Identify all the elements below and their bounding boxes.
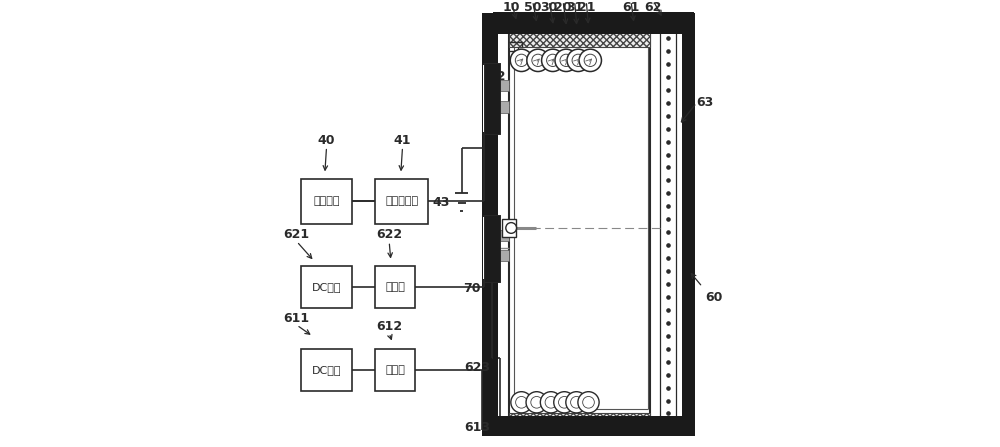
Text: 42: 42 xyxy=(489,70,506,83)
Text: 40: 40 xyxy=(318,134,335,147)
Text: 21: 21 xyxy=(578,1,595,14)
Bar xyxy=(483,65,496,132)
Text: 10: 10 xyxy=(502,1,520,14)
Bar xyxy=(301,266,352,308)
Text: 31: 31 xyxy=(566,1,583,14)
Circle shape xyxy=(526,392,547,413)
Bar xyxy=(484,215,500,282)
Bar xyxy=(493,12,694,34)
Circle shape xyxy=(555,49,577,72)
Circle shape xyxy=(554,392,575,413)
Text: 62: 62 xyxy=(645,1,662,14)
Bar xyxy=(500,250,509,261)
Bar xyxy=(509,413,650,419)
Text: 611: 611 xyxy=(284,312,310,325)
Text: 30: 30 xyxy=(540,1,558,14)
Text: 61: 61 xyxy=(622,1,640,14)
Bar xyxy=(500,230,509,241)
Text: 70: 70 xyxy=(464,282,481,295)
Text: 41: 41 xyxy=(394,134,411,147)
Text: DC电源: DC电源 xyxy=(312,365,342,375)
Bar xyxy=(493,416,694,436)
Bar xyxy=(375,349,415,391)
Bar xyxy=(493,13,498,436)
Circle shape xyxy=(540,392,562,413)
Text: 63: 63 xyxy=(697,96,714,110)
Text: 20: 20 xyxy=(554,1,572,14)
Text: 滤波器: 滤波器 xyxy=(385,282,405,292)
Circle shape xyxy=(527,49,549,72)
Circle shape xyxy=(506,223,517,233)
Bar xyxy=(483,217,496,279)
Bar xyxy=(509,31,650,47)
Text: 滤波器: 滤波器 xyxy=(385,365,405,375)
Circle shape xyxy=(511,392,532,413)
Bar xyxy=(301,349,352,391)
Text: 621: 621 xyxy=(284,228,310,241)
Text: 612: 612 xyxy=(376,320,402,333)
Text: 60: 60 xyxy=(706,291,723,304)
Bar xyxy=(482,13,496,436)
Bar xyxy=(484,215,500,282)
Text: 613: 613 xyxy=(464,421,490,434)
Circle shape xyxy=(566,392,587,413)
Circle shape xyxy=(567,49,589,72)
Bar xyxy=(484,63,500,134)
Circle shape xyxy=(542,49,564,72)
Text: 623: 623 xyxy=(464,361,490,374)
Circle shape xyxy=(578,392,599,413)
Text: 射频电源: 射频电源 xyxy=(314,196,340,206)
Bar xyxy=(682,13,695,436)
Circle shape xyxy=(510,49,533,72)
Text: DC电源: DC电源 xyxy=(312,282,342,292)
Bar xyxy=(500,80,509,91)
Circle shape xyxy=(579,49,601,72)
Text: 射频匹配器: 射频匹配器 xyxy=(385,196,418,206)
Bar xyxy=(484,63,500,134)
Bar xyxy=(301,179,352,224)
Text: 50: 50 xyxy=(524,1,541,14)
Bar xyxy=(375,179,428,224)
Text: 622: 622 xyxy=(376,228,402,241)
Bar xyxy=(375,266,415,308)
Bar xyxy=(500,101,509,113)
Bar xyxy=(502,219,516,237)
Text: 43: 43 xyxy=(433,195,450,209)
